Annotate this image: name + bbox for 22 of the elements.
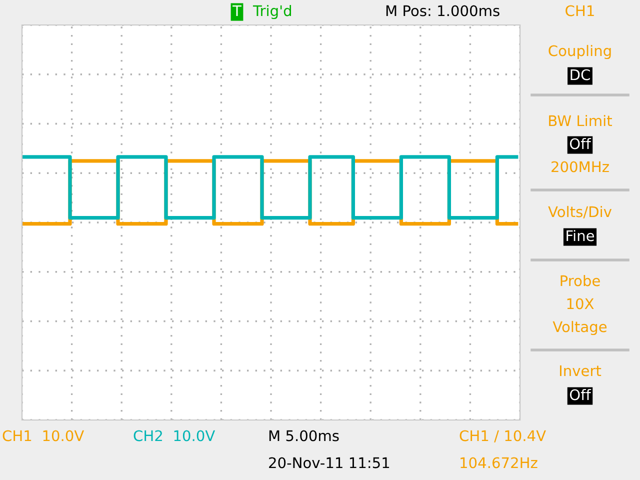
text: BW Limit <box>549 114 612 126</box>
text: Volts/Div <box>548 206 612 218</box>
text: DC <box>570 69 590 80</box>
text: Voltage <box>552 320 607 336</box>
text: 104.672Hz <box>460 457 538 468</box>
text: Off <box>570 138 592 150</box>
text: CH1 / 10.4V <box>460 430 546 442</box>
text: CH1 10.0V <box>2 430 84 442</box>
text: Off <box>570 388 592 400</box>
text: M 5.00ms <box>269 430 339 442</box>
text: M Pos: 1.000ms <box>386 5 500 16</box>
text: 200MHz <box>552 161 609 172</box>
text: Probe <box>560 274 600 286</box>
text: Invert <box>560 365 602 376</box>
text: Trig'd <box>252 4 291 20</box>
text: T <box>232 5 242 16</box>
text: CH2 10.0V <box>134 430 216 442</box>
text: Fine <box>566 230 594 242</box>
text: Coupling <box>548 44 611 60</box>
text: 20-Nov-11 11:51 <box>269 457 390 468</box>
text: 10X <box>567 298 594 310</box>
text: CH1 <box>566 5 594 16</box>
